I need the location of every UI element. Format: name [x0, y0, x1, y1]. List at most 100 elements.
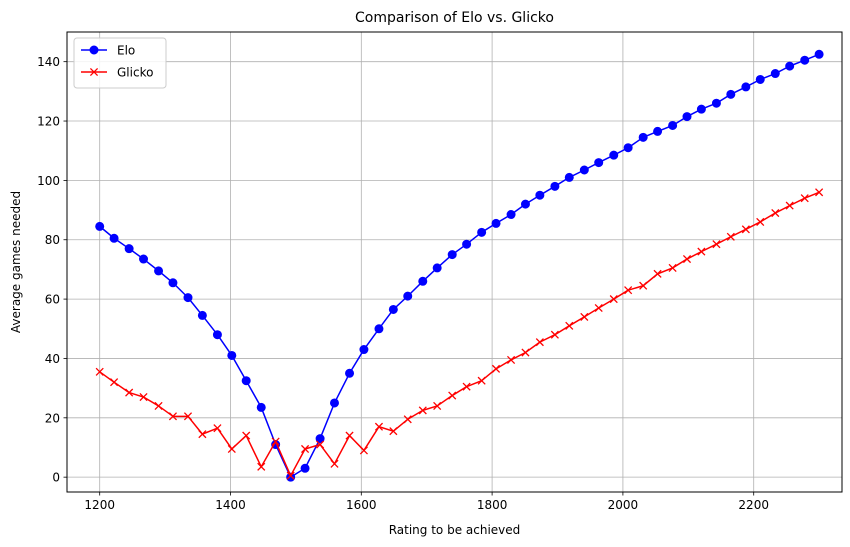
data-point-glicko	[286, 471, 295, 480]
y-tick-label: 80	[45, 233, 60, 247]
data-point-elo	[800, 55, 810, 65]
data-point-glicko	[535, 338, 544, 347]
data-point-glicko	[507, 355, 516, 364]
data-point-glicko	[433, 401, 442, 410]
data-point-glicko	[771, 208, 780, 218]
y-tick-label: 140	[37, 55, 60, 69]
y-tick-label: 100	[37, 174, 60, 188]
series-group	[95, 49, 824, 482]
data-point-elo	[154, 266, 164, 276]
data-point-elo	[564, 172, 574, 182]
data-point-elo	[477, 227, 487, 237]
data-point-elo	[183, 293, 193, 303]
data-point-elo	[95, 221, 105, 231]
data-point-glicko	[257, 462, 266, 471]
x-tick-label: 2000	[608, 498, 639, 512]
data-point-elo	[286, 472, 296, 482]
data-point-glicko	[300, 444, 310, 454]
data-point-glicko	[183, 412, 193, 421]
series-glicko	[95, 188, 824, 480]
data-point-glicko	[198, 430, 207, 439]
x-tick-label: 1200	[84, 498, 115, 512]
data-point-glicko	[462, 382, 471, 391]
x-tick-label: 1400	[215, 498, 246, 512]
data-point-elo	[345, 368, 355, 378]
data-point-glicko	[359, 446, 368, 455]
data-point-glicko	[565, 321, 574, 330]
data-point-elo	[418, 276, 428, 286]
y-tick-label: 20	[45, 411, 60, 425]
y-tick-label: 0	[52, 471, 60, 485]
y-tick-label: 60	[45, 293, 60, 307]
data-point-glicko	[168, 412, 178, 421]
data-point-elo	[109, 233, 119, 243]
data-point-elo	[168, 278, 178, 288]
legend: Elo Glicko	[73, 37, 167, 89]
data-point-glicko	[330, 459, 339, 468]
y-tick-label: 40	[45, 352, 60, 366]
data-point-elo	[711, 98, 721, 108]
data-point-elo	[462, 239, 472, 249]
data-point-elo	[550, 181, 560, 191]
data-point-elo	[506, 210, 516, 220]
data-point-elo	[329, 398, 339, 408]
data-point-elo	[668, 120, 678, 130]
data-point-elo	[726, 89, 736, 99]
legend-marker-glicko	[89, 67, 99, 77]
data-point-glicko	[448, 391, 457, 400]
data-point-glicko	[389, 427, 398, 436]
data-point-glicko	[756, 217, 765, 226]
data-point-glicko	[550, 330, 559, 339]
legend-label-glicko: Glicko	[117, 66, 153, 80]
data-point-glicko	[477, 376, 486, 385]
data-point-glicko	[374, 422, 384, 431]
data-point-glicko	[785, 201, 794, 210]
data-point-glicko	[491, 364, 501, 373]
data-point-glicko	[125, 388, 134, 397]
data-point-elo	[212, 330, 222, 340]
data-point-elo	[124, 244, 134, 254]
data-point-glicko	[726, 232, 735, 241]
data-point-glicko	[316, 440, 325, 449]
y-tick-label: 120	[37, 115, 60, 129]
data-point-elo	[256, 402, 266, 412]
data-point-glicko	[271, 437, 280, 446]
chart-title: Comparison of Elo vs. Glicko	[355, 10, 554, 26]
data-point-elo	[491, 218, 501, 228]
series-line-glicko	[99, 191, 820, 477]
data-point-elo	[520, 199, 530, 209]
data-point-glicko	[521, 348, 530, 357]
data-point-glicko	[110, 378, 119, 387]
data-point-glicko	[403, 415, 412, 424]
y-axis-label: Average games needed	[9, 191, 23, 333]
data-point-elo	[241, 376, 251, 386]
axis-ticks: 1200 1400 1600 1800 2000 2200 0 20 40 60 80 100 120 1…	[37, 55, 769, 512]
plot-frame	[66, 31, 843, 493]
data-point-elo	[682, 112, 692, 122]
data-point-glicko	[418, 406, 427, 415]
data-point-glicko	[741, 225, 750, 234]
data-point-elo	[535, 190, 545, 200]
data-point-glicko	[800, 194, 809, 203]
data-point-elo	[139, 254, 149, 264]
data-point-elo	[227, 350, 237, 360]
data-point-elo	[579, 165, 589, 175]
data-point-elo	[300, 463, 310, 473]
data-point-glicko	[242, 431, 251, 440]
data-point-elo	[432, 263, 442, 273]
data-point-glicko	[639, 281, 648, 290]
data-point-elo	[696, 104, 706, 114]
x-tick-label: 1600	[346, 498, 377, 512]
legend-label-elo: Elo	[117, 44, 135, 58]
data-point-glicko	[815, 188, 824, 197]
data-point-elo	[359, 345, 369, 355]
data-point-elo	[741, 82, 751, 92]
data-point-elo	[755, 74, 765, 84]
data-point-elo	[315, 434, 325, 444]
data-point-elo	[638, 132, 648, 142]
data-point-elo	[197, 310, 207, 320]
data-point-elo	[653, 126, 663, 136]
data-point-glicko	[697, 247, 706, 256]
